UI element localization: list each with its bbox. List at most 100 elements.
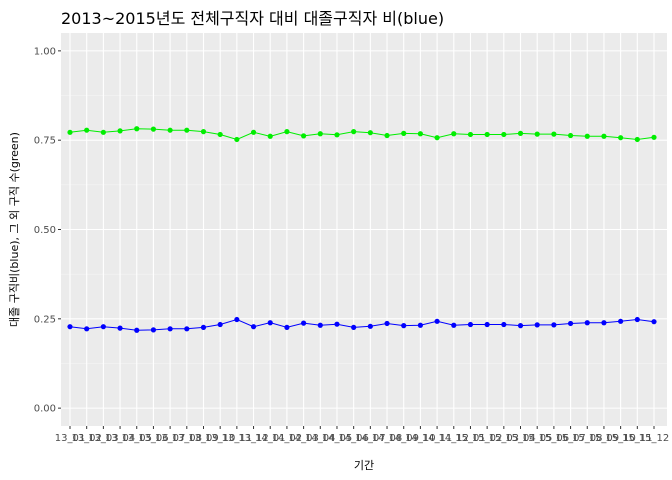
data-point-series-2 [634, 316, 640, 323]
y-tick-label: 0.75 [34, 136, 56, 147]
y-tick-label: 0.00 [34, 404, 56, 415]
data-point-series-2 [417, 322, 423, 328]
x-tick-label: 15_11 [622, 433, 652, 444]
data-point-series-2 [351, 324, 357, 330]
data-point-series-1 [117, 128, 123, 134]
data-point-series-2 [234, 316, 240, 323]
data-point-series-2 [467, 321, 474, 328]
y-axis-title: 대졸 구직비(blue), 그 외 구직 수(green) [8, 132, 21, 327]
data-point-series-1 [217, 131, 223, 138]
data-point-series-2 [601, 320, 607, 326]
chart-title: 2013~2015년도 전체구직자 대비 대졸구직자 비(blue) [61, 9, 444, 28]
data-point-series-2 [384, 320, 390, 327]
data-point-series-2 [401, 323, 407, 329]
x-tick-label: 15_10 [605, 433, 635, 444]
x-tick-label: 13_11 [222, 433, 252, 444]
data-point-series-2 [267, 320, 273, 326]
x-tick-label: 14_09 [388, 433, 418, 444]
data-point-series-1 [551, 131, 557, 137]
data-point-series-1 [150, 126, 157, 132]
data-point-series-1 [618, 135, 624, 141]
data-point-series-1 [451, 131, 457, 137]
x-tick-label: 14_01 [255, 433, 285, 444]
data-point-series-2 [517, 323, 524, 329]
data-point-series-2 [284, 324, 290, 330]
x-tick-label: 14_05 [322, 433, 352, 444]
data-point-series-1 [434, 135, 440, 141]
x-tick-label: 14_12 [439, 433, 469, 444]
data-point-series-2 [317, 322, 323, 328]
data-point-series-1 [134, 126, 140, 132]
data-point-series-1 [301, 133, 307, 139]
data-point-series-1 [250, 129, 257, 135]
data-point-series-2 [184, 326, 190, 332]
x-tick-label: 13_05 [122, 433, 152, 444]
data-point-series-1 [267, 133, 273, 139]
data-point-series-1 [384, 132, 390, 139]
data-point-series-2 [134, 327, 140, 333]
data-point-series-1 [401, 130, 407, 136]
data-point-series-1 [651, 134, 657, 140]
data-point-series-1 [234, 136, 240, 143]
data-point-series-1 [634, 136, 640, 143]
data-point-series-2 [451, 322, 457, 328]
y-axis: 0.00 0.25 0.50 0.75 1.00 [34, 46, 61, 415]
data-point-series-2 [434, 318, 440, 324]
x-tick-label: 13_02 [71, 433, 101, 444]
data-point-series-2 [651, 319, 657, 325]
x-tick-label: 14_03 [288, 433, 318, 444]
x-tick-label: 13_07 [155, 433, 185, 444]
data-point-series-1 [67, 129, 73, 135]
data-point-series-2 [250, 324, 257, 330]
x-tick-label: 13_03 [88, 433, 118, 444]
data-point-series-2 [584, 320, 590, 326]
data-point-series-2 [567, 320, 574, 327]
x-tick-label: 13_10 [205, 433, 235, 444]
data-point-series-2 [367, 323, 373, 329]
data-point-series-1 [367, 130, 373, 136]
data-point-series-1 [501, 131, 507, 138]
data-point-series-1 [517, 130, 524, 136]
data-point-series-2 [301, 320, 307, 326]
data-point-series-1 [567, 132, 574, 139]
y-tick-label: 0.25 [34, 314, 56, 325]
data-point-series-2 [167, 326, 173, 332]
series-layer [67, 126, 657, 333]
data-point-series-2 [501, 321, 507, 328]
series-line-1 [69, 128, 655, 141]
x-tick-label: 15_04 [505, 433, 535, 444]
data-point-series-2 [618, 318, 624, 324]
data-point-series-2 [67, 324, 73, 330]
x-tick-label: 15_07 [555, 433, 585, 444]
x-tick-label: 13_06 [138, 433, 168, 444]
data-point-series-1 [100, 129, 106, 135]
data-point-series-1 [200, 129, 207, 135]
x-tick-label: 15_05 [522, 433, 552, 444]
x-tick-label: 15_01 [455, 433, 485, 444]
data-point-series-2 [334, 321, 340, 327]
data-point-series-1 [534, 131, 540, 137]
data-point-series-1 [184, 127, 190, 133]
y-tick-label: 0.50 [34, 225, 56, 236]
x-tick-label: 13_09 [188, 433, 218, 444]
x-tick-label: 14_04 [305, 433, 335, 444]
x-tick-label: 15_12 [639, 433, 669, 444]
data-point-series-2 [100, 324, 106, 330]
data-point-series-2 [551, 322, 557, 328]
data-point-series-1 [417, 131, 423, 137]
x-tick-label: 14_10 [405, 433, 435, 444]
x-tick-label: 13_04 [105, 433, 135, 444]
x-tick-label: 13_08 [172, 433, 202, 444]
x-tick-label: 14_07 [355, 433, 385, 444]
data-point-series-1 [334, 132, 340, 138]
x-tick-label: 14_11 [422, 433, 452, 444]
x-tick-label: 14_02 [272, 433, 302, 444]
data-point-series-1 [167, 127, 173, 133]
x-tick-label: 15_08 [572, 433, 602, 444]
grid-lines [61, 33, 667, 426]
y-tick-label: 1.00 [34, 46, 56, 57]
data-point-series-1 [284, 129, 290, 135]
x-tick-label: 14_08 [372, 433, 402, 444]
data-point-series-2 [150, 327, 157, 333]
